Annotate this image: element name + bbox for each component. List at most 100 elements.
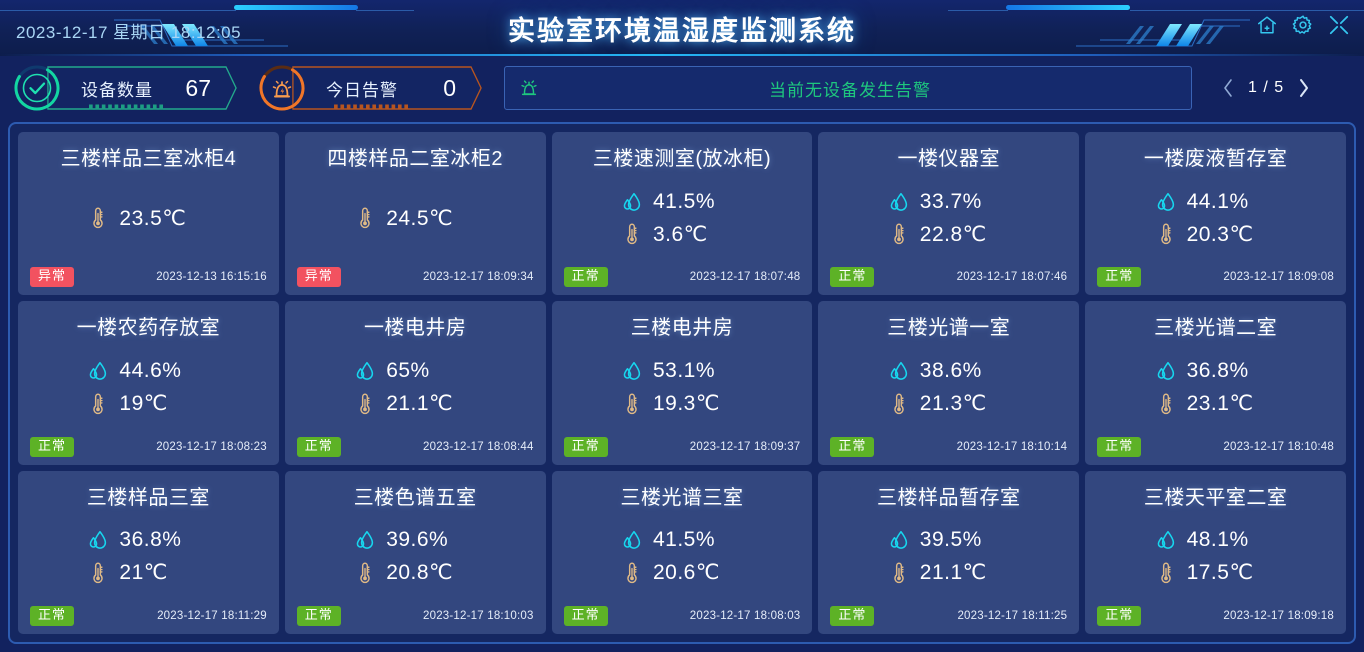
device-name: 三楼色谱五室	[353, 486, 477, 509]
temperature-value: 19℃	[119, 392, 168, 416]
device-footer: 正常 2023-12-17 18:07:48	[563, 267, 801, 288]
device-card[interactable]: 三楼样品三室冰柜4 23.5℃ 异常 2023-12-13 16:15:16	[18, 132, 279, 296]
device-readings: 44.6% 19℃	[30, 340, 267, 434]
temperature-value: 21.1℃	[386, 392, 454, 416]
device-card[interactable]: 三楼电井房 53.1% 19.3℃ 正常 2023-12-17 18:09:37	[551, 301, 813, 465]
temperature-value: 23.1℃	[1186, 392, 1254, 416]
status-badge: 正常	[563, 436, 608, 457]
device-timestamp: 2023-12-17 18:07:46	[956, 271, 1068, 284]
status-badge: 正常	[1097, 606, 1142, 626]
temperature-reading: 22.8℃	[890, 222, 1008, 247]
device-card[interactable]: 三楼天平室二室 48.1% 17.5℃ 正常 2023-12-17 18:09:18	[1085, 470, 1346, 634]
device-readings: 39.6% 20.8℃	[297, 510, 534, 604]
device-card[interactable]: 三楼光谱三室 41.5% 20.6℃ 正常 2023-12-17 18:08:03	[551, 470, 813, 634]
thermometer-icon	[1160, 393, 1171, 414]
humidity-reading: 39.6%	[356, 528, 474, 552]
thermometer-icon	[1160, 223, 1171, 245]
device-panel: 三楼样品三室冰柜4 23.5℃ 异常 2023-12-13 16:15:16 四楼样品二…	[8, 122, 1356, 644]
device-footer: 正常 2023-12-17 18:07:46	[830, 267, 1068, 288]
header-accent-bar-right	[1006, 5, 1130, 10]
header-rule-left-2	[356, 10, 414, 11]
alert-message: 当前无设备发生告警	[769, 80, 931, 100]
humidity-reading: 53.1%	[623, 359, 741, 383]
page-indicator: 1 / 5	[1248, 79, 1285, 96]
temperature-reading: 17.5℃	[1157, 560, 1275, 585]
device-card[interactable]: 四楼样品二室冰柜2 24.5℃ 异常 2023-12-17 18:09:34	[284, 132, 546, 296]
device-timestamp: 2023-12-17 18:10:14	[956, 440, 1068, 453]
device-card[interactable]: 三楼色谱五室 39.6% 20.8℃ 正常 2023-12-17 18:10:03	[284, 470, 546, 634]
temperature-value: 21.3℃	[919, 392, 987, 416]
device-card[interactable]: 三楼光谱二室 36.8% 23.1℃ 正常 2023-12-17 18:10:48	[1085, 301, 1346, 465]
device-name: 一楼废液暂存室	[1143, 148, 1288, 170]
status-bar: 设备数量 67	[0, 58, 1364, 118]
device-timestamp: 2023-12-17 18:09:08	[1223, 271, 1334, 284]
humidity-value: 41.5%	[652, 528, 716, 552]
humidity-reading: 36.8%	[89, 528, 207, 552]
temperature-reading: 24.5℃	[356, 206, 474, 231]
device-readings: 36.8% 23.1℃	[1097, 340, 1334, 434]
status-badge: 异常	[30, 267, 75, 288]
stat-plate-device-count: 设备数量 67	[47, 66, 237, 110]
humidity-value: 36.8%	[119, 528, 182, 552]
status-badge: 正常	[830, 606, 875, 626]
device-card[interactable]: 三楼样品三室 36.8% 21℃ 正常 2023-12-17 18:11:29	[18, 470, 279, 634]
humidity-reading: 38.6%	[890, 359, 1008, 383]
device-readings: 33.7% 22.8℃	[830, 171, 1067, 265]
humidity-reading: 39.5%	[890, 528, 1008, 552]
alert-banner[interactable]: 当前无设备发生告警	[504, 66, 1192, 110]
device-name: 一楼电井房	[363, 317, 467, 340]
temperature-reading: 20.6℃	[623, 560, 741, 585]
device-card[interactable]: 三楼光谱一室 38.6% 21.3℃ 正常 2023-12-17 18:10:14	[818, 301, 1080, 465]
device-name: 三楼电井房	[630, 317, 734, 340]
humidity-drop-icon	[90, 531, 107, 550]
device-name: 一楼仪器室	[897, 148, 1001, 170]
device-name: 三楼天平室二室	[1143, 486, 1288, 509]
humidity-drop-icon	[623, 531, 641, 550]
status-badge: 正常	[563, 606, 608, 626]
device-readings: 44.1% 20.3℃	[1097, 171, 1334, 265]
stat-card-device-count[interactable]: 设备数量 67	[14, 65, 237, 111]
device-readings: 41.5% 3.6℃	[564, 171, 801, 265]
humidity-reading: 36.8%	[1157, 359, 1275, 383]
thermometer-icon	[627, 562, 637, 584]
humidity-value: 44.1%	[1186, 189, 1249, 213]
humidity-drop-icon	[1157, 192, 1174, 211]
device-card[interactable]: 三楼速测室(放冰柜) 41.5% 3.6℃ 正常 2023-12-17 18:07:48	[551, 132, 813, 296]
humidity-reading: 44.6%	[89, 359, 207, 383]
alarm-light-icon	[259, 65, 305, 111]
device-card[interactable]: 一楼农药存放室 44.6% 19℃ 正常 2023-12-17 18:08:23	[18, 301, 279, 465]
device-card[interactable]: 三楼样品暂存室 39.5% 21.1℃ 正常 2023-12-17 18:11:25	[818, 470, 1080, 634]
temperature-reading: 23.5℃	[89, 206, 207, 231]
prev-page-button[interactable]	[1222, 78, 1234, 98]
humidity-drop-icon	[623, 361, 641, 380]
home-icon[interactable]	[1256, 14, 1278, 36]
humidity-value: 48.1%	[1186, 528, 1249, 552]
device-card[interactable]: 一楼电井房 65% 21.1℃ 正常 2023-12-17 18:08:44	[284, 301, 546, 465]
temperature-reading: 21℃	[89, 560, 207, 585]
device-card[interactable]: 一楼废液暂存室 44.1% 20.3℃ 正常 2023-12-17 18:09:08	[1085, 132, 1346, 296]
device-readings: 65% 21.1℃	[297, 340, 534, 434]
device-name: 四楼样品二室冰柜2	[327, 148, 503, 170]
temperature-value: 20.8℃	[386, 561, 454, 585]
device-timestamp: 2023-12-17 18:11:29	[157, 610, 267, 623]
temperature-value: 22.8℃	[919, 222, 987, 246]
fullscreen-exit-icon[interactable]	[1328, 14, 1350, 36]
device-footer: 正常 2023-12-17 18:11:25	[830, 606, 1067, 626]
stat-value-device-count: 67	[185, 74, 211, 101]
device-footer: 异常 2023-12-13 16:15:16	[30, 267, 267, 288]
device-card[interactable]: 一楼仪器室 33.7% 22.8℃ 正常 2023-12-17 18:07:46	[818, 132, 1080, 296]
device-name: 三楼速测室(放冰柜)	[592, 148, 772, 170]
device-timestamp: 2023-12-17 18:07:48	[689, 271, 801, 284]
temperature-value: 19.3℃	[652, 392, 720, 416]
device-timestamp: 2023-12-17 18:09:18	[1223, 610, 1334, 623]
stat-card-today-alarm[interactable]: 今日告警 0	[259, 65, 482, 111]
status-badge: 正常	[1097, 267, 1142, 288]
humidity-reading: 48.1%	[1157, 528, 1275, 552]
temperature-reading: 21.1℃	[890, 560, 1008, 585]
humidity-value: 36.8%	[1186, 359, 1249, 383]
gear-icon[interactable]	[1292, 14, 1314, 36]
next-page-button[interactable]	[1298, 78, 1310, 98]
stat-plate-today-alarm: 今日告警 0	[292, 66, 482, 110]
status-badge: 正常	[30, 606, 75, 626]
device-readings: 53.1% 19.3℃	[564, 340, 801, 434]
